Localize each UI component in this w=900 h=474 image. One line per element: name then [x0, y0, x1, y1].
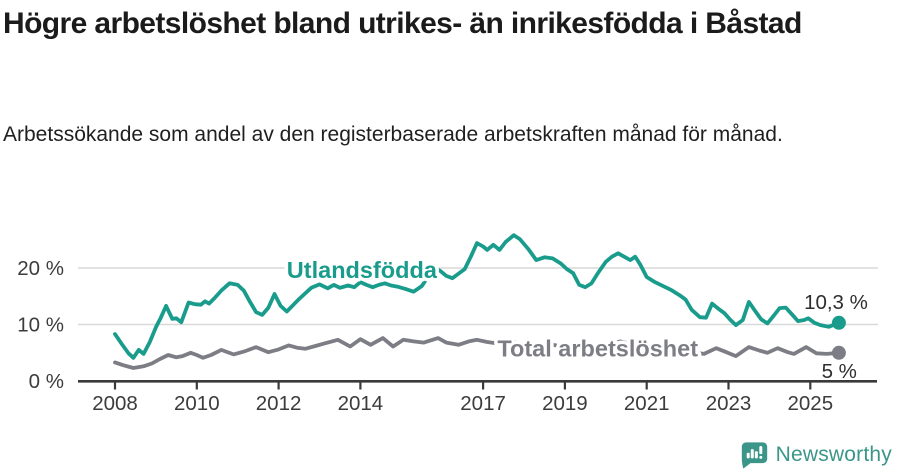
end-value-label-total: 5 % [822, 360, 857, 383]
speech-bubble-shape [741, 442, 767, 469]
newsworthy-bubble-chart-icon [741, 442, 767, 469]
series-end-dot-total [831, 345, 846, 360]
y-tick-label-20: 20 % [17, 257, 64, 280]
bar-small [746, 452, 750, 459]
x-tick-label-2010: 2010 [174, 392, 220, 415]
newsworthy-wordmark: Newsworthy [775, 443, 892, 466]
x-tick-label-2014: 2014 [338, 392, 384, 415]
series-end-dot-utlandsfodda [831, 315, 846, 330]
bar-medium [754, 451, 758, 459]
newsworthy-logo: Newsworthy [740, 440, 892, 470]
x-tick-label-2019: 2019 [542, 392, 588, 415]
y-tick-label-0: 0 % [29, 370, 64, 393]
y-tick-label-10: 10 % [17, 314, 64, 337]
x-tick-label-2023: 2023 [706, 392, 752, 415]
series-line-utlandsfodda [113, 233, 841, 360]
chart-title: Högre arbetslöshet bland utrikes- än inr… [3, 7, 802, 40]
x-tick-label-2017: 2017 [460, 392, 506, 415]
x-tick-label-2025: 2025 [787, 392, 833, 415]
x-tick-label-2021: 2021 [624, 392, 670, 415]
series-line-total [113, 336, 841, 370]
x-tick-label-2008: 2008 [92, 392, 138, 415]
chart-subtitle: Arbetssökande som andel av den registerb… [3, 123, 783, 146]
exclamation-dot [758, 455, 762, 459]
series-label-utlandsfodda: Utlandsfödda [287, 257, 438, 283]
series-label-total: Total arbetslöshet [497, 336, 698, 362]
end-value-label-utlandsfodda: 10,3 % [804, 291, 868, 314]
bar-tall [750, 449, 754, 459]
x-tick-label-2012: 2012 [256, 392, 302, 415]
exclamation-bar [758, 446, 762, 455]
